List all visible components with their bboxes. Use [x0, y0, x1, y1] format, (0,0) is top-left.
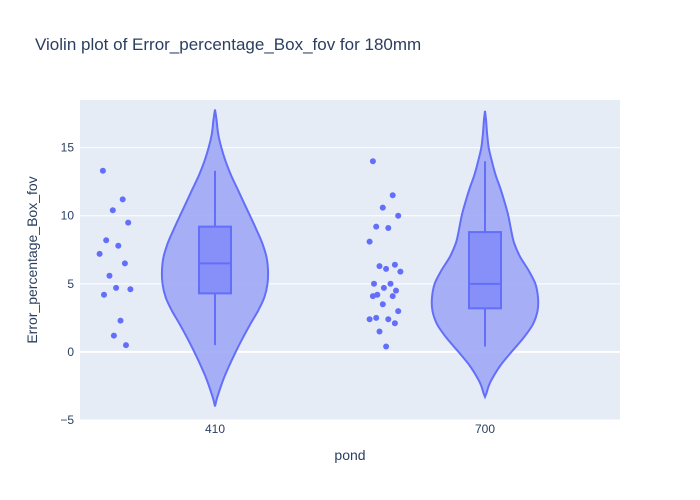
data-point — [96, 250, 103, 257]
violin-700 — [430, 110, 540, 400]
x-axis-label: pond — [334, 447, 365, 463]
y-tick-label: 15 — [61, 141, 75, 155]
data-point — [373, 314, 380, 321]
data-point — [366, 316, 373, 323]
data-point — [385, 225, 392, 231]
data-point — [113, 284, 120, 291]
data-point — [369, 158, 376, 165]
data-point — [369, 293, 376, 300]
y-tick-label: 0 — [67, 345, 74, 359]
data-point — [109, 207, 116, 214]
data-point — [397, 268, 404, 275]
data-point — [371, 280, 377, 287]
data-point — [389, 293, 396, 300]
data-point — [387, 280, 394, 287]
y-tick-label: 5 — [67, 277, 74, 291]
x-axis-ticks: 410 700 — [205, 422, 495, 436]
data-point — [119, 196, 126, 203]
data-point — [395, 308, 402, 315]
box-iqr — [468, 231, 502, 310]
data-point — [379, 204, 386, 211]
box-iqr — [198, 225, 232, 295]
violin-410 — [160, 109, 270, 407]
data-point — [393, 287, 399, 294]
data-point — [123, 342, 129, 349]
x-tick-label: 700 — [475, 422, 495, 436]
y-tick-label: −5 — [60, 413, 74, 427]
data-point — [383, 343, 390, 350]
data-point — [103, 237, 110, 244]
data-point — [389, 192, 396, 199]
data-point — [391, 320, 398, 327]
data-points — [96, 158, 404, 350]
data-point — [391, 261, 398, 268]
data-point — [383, 265, 390, 272]
data-point — [125, 219, 132, 226]
x-tick-label: 410 — [205, 422, 225, 436]
data-point — [385, 316, 392, 323]
data-point — [99, 167, 106, 174]
data-point — [127, 286, 134, 293]
y-tick-label: 10 — [61, 209, 75, 223]
data-point — [373, 223, 380, 230]
data-point — [106, 272, 113, 279]
chart-title: Violin plot of Error_percentage_Box_fov … — [35, 35, 421, 54]
y-axis-ticks: −5 0 5 10 15 — [60, 141, 74, 427]
data-point — [376, 263, 383, 270]
data-point — [121, 260, 128, 267]
data-point — [376, 328, 383, 335]
data-point — [380, 284, 387, 291]
data-point — [101, 291, 107, 298]
violins — [160, 109, 540, 407]
data-point — [366, 238, 373, 245]
data-point — [117, 317, 124, 324]
data-point — [379, 301, 386, 308]
y-axis-label: Error_percentage_Box_fov — [24, 176, 40, 343]
data-point — [395, 212, 402, 219]
data-point — [110, 332, 117, 339]
data-point — [115, 242, 122, 249]
